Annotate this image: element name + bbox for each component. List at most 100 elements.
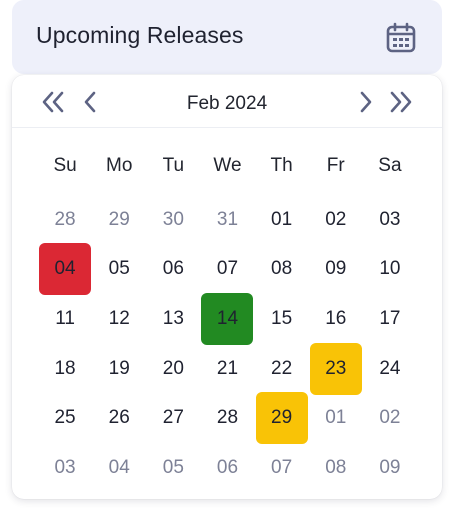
day-number: 08 [271,258,293,280]
day-number: 22 [271,357,293,379]
day-cell[interactable]: 19 [92,344,146,394]
day-number: 28 [216,407,239,429]
day-cell[interactable]: 10 [363,245,417,295]
day-cell[interactable]: 01 [255,195,309,245]
day-cell-outside-month[interactable]: 31 [200,195,254,245]
day-number: 19 [108,357,130,379]
day-number: 23 [309,342,362,395]
day-number: 27 [162,407,184,429]
day-cell[interactable]: 08 [255,245,309,295]
day-cell[interactable]: 16 [309,294,363,344]
day-cell[interactable]: 25 [38,393,92,443]
day-number: 04 [108,456,130,478]
day-cell[interactable]: 09 [309,245,363,295]
header-title: Upcoming Releases [36,22,244,48]
weekday-label: Sa [378,155,402,176]
day-cell[interactable]: 27 [146,393,200,443]
day-number: 08 [325,456,347,478]
day-number: 13 [162,307,184,329]
day-number: 26 [108,407,130,429]
day-cell[interactable]: 07 [200,245,254,295]
day-cell[interactable]: 15 [255,294,309,344]
day-cell-outside-month[interactable]: 07 [255,443,309,493]
day-number: 15 [271,307,293,329]
day-number: 03 [54,456,76,478]
day-number: 16 [325,307,347,329]
day-cell-outside-month[interactable]: 05 [146,443,200,493]
day-number: 07 [271,456,293,478]
day-cell-outside-month[interactable]: 29 [92,195,146,245]
day-cell[interactable]: 18 [38,344,92,394]
weekday-label: Th [270,155,293,176]
day-number: 14 [201,292,254,345]
calendar-icon[interactable] [386,22,416,54]
day-number: 21 [216,357,239,379]
day-number: 02 [325,208,347,230]
day-cell[interactable]: 17 [363,294,417,344]
weekday-header: Su Mo Tu We Th Fr Sa [38,155,417,179]
day-cell-highlighted[interactable]: 04 [38,243,92,296]
day-cell-highlighted[interactable]: 23 [309,342,363,395]
day-number: 18 [54,357,76,379]
day-cell[interactable]: 12 [92,294,146,344]
weekday-label: Tu [162,155,185,176]
day-cell-outside-month[interactable]: 28 [38,195,92,245]
day-number: 29 [108,208,130,230]
day-number: 07 [216,258,239,280]
day-cell-outside-month[interactable]: 01 [309,393,363,443]
day-cell[interactable]: 11 [38,294,92,344]
day-cell[interactable]: 05 [92,245,146,295]
day-number: 01 [271,208,293,230]
day-cell-outside-month[interactable]: 09 [363,443,417,493]
chevron-left-icon[interactable] [78,89,104,115]
weekday-label: Fr [326,155,345,176]
day-number: 10 [379,258,401,280]
day-number: 04 [39,243,92,296]
day-number: 20 [162,357,184,379]
day-cell[interactable]: 06 [146,245,200,295]
day-cell-outside-month[interactable]: 02 [363,393,417,443]
day-cell[interactable]: 28 [200,393,254,443]
day-cell-highlighted[interactable]: 29 [255,392,309,445]
double-chevron-left-icon[interactable] [40,89,66,115]
day-number: 02 [379,407,401,429]
day-number: 28 [54,208,76,230]
day-grid: 28 29 30 31 01 02 03 04 05 06 07 08 09 10 11 12 13 14 15 16… [38,195,417,493]
day-number: 11 [55,307,75,329]
day-cell[interactable]: 24 [363,344,417,394]
day-number: 17 [379,307,401,329]
day-number: 29 [255,392,308,445]
day-cell-outside-month[interactable]: 06 [200,443,254,493]
day-cell[interactable]: 02 [309,195,363,245]
day-cell-highlighted[interactable]: 14 [200,292,254,345]
day-number: 06 [162,258,184,280]
month-navigation: Feb 2024 [12,75,442,128]
chevron-right-icon[interactable] [352,89,378,115]
day-number: 09 [379,456,401,478]
day-cell[interactable]: 22 [255,344,309,394]
day-number: 01 [325,407,347,429]
day-number: 24 [379,357,401,379]
day-number: 05 [108,258,130,280]
month-title[interactable]: Feb 2024 [186,93,268,114]
calendar-header: Upcoming Releases [12,0,442,74]
day-number: 05 [162,456,184,478]
day-cell[interactable]: 21 [200,344,254,394]
weekday-label: Mo [106,155,133,176]
datepicker-panel: Feb 2024 Su Mo Tu We Th Fr Sa 28 29 30 31 01… [12,75,442,499]
double-chevron-right-icon[interactable] [388,89,414,115]
day-cell-outside-month[interactable]: 04 [92,443,146,493]
day-cell-outside-month[interactable]: 30 [146,195,200,245]
day-cell[interactable]: 26 [92,393,146,443]
day-number: 03 [379,208,401,230]
day-cell-outside-month[interactable]: 08 [309,443,363,493]
day-cell-outside-month[interactable]: 03 [38,443,92,493]
day-cell[interactable]: 13 [146,294,200,344]
day-number: 09 [325,258,347,280]
day-number: 06 [216,456,239,478]
day-number: 12 [108,307,130,329]
day-cell[interactable]: 03 [363,195,417,245]
day-number: 25 [54,407,76,429]
day-number: 30 [162,208,184,230]
day-cell[interactable]: 20 [146,344,200,394]
